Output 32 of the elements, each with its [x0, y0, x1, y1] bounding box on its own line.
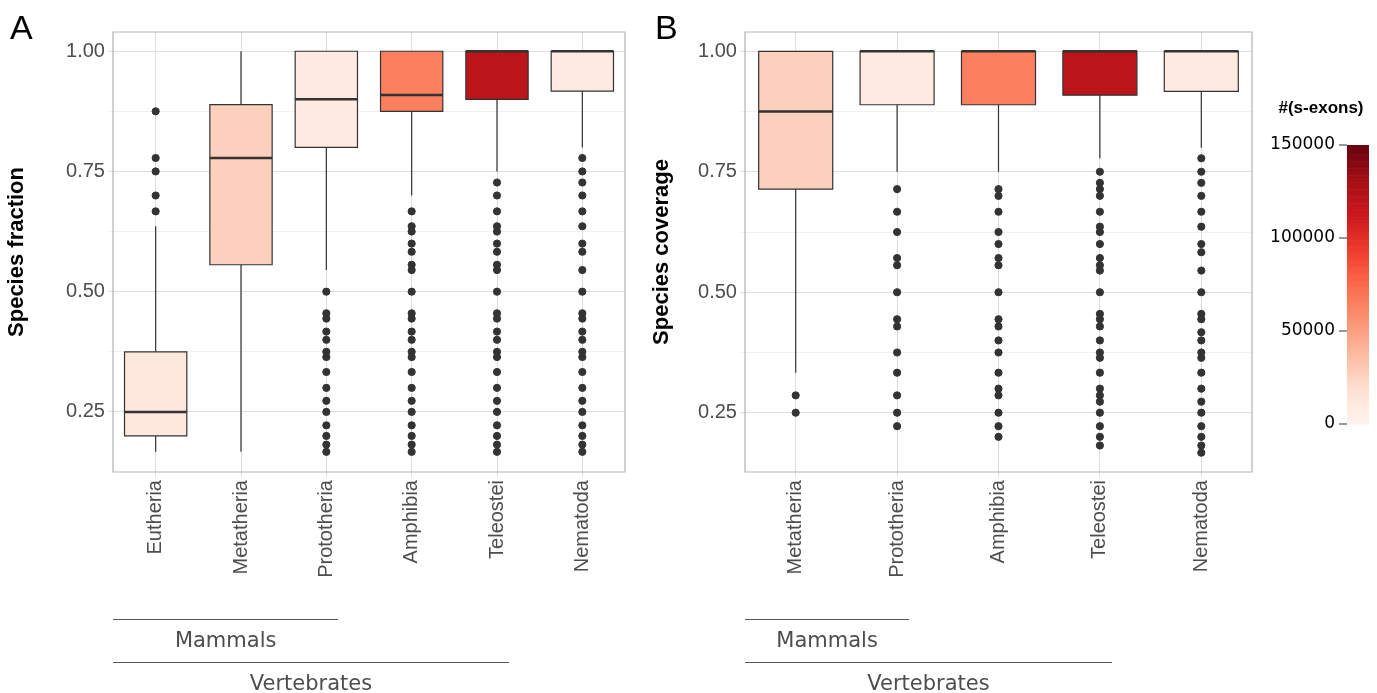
text: Vertebrates — [867, 671, 990, 693]
y-tick-label: 0.25 — [698, 400, 737, 423]
text: Vertebrates — [249, 671, 373, 693]
x-tick-label: Metatheria — [783, 479, 806, 575]
y-tick-label: 0.50 — [698, 279, 737, 302]
y-tick-label: 1.00 — [698, 38, 737, 61]
color-bar-title: #(s-exons) — [1278, 97, 1364, 117]
x-tick-label: Nematoda — [569, 479, 592, 573]
x-tick-label: Amphibia — [986, 479, 1009, 564]
color-bar-label: 50000 — [1280, 319, 1335, 340]
x-tick-label: Teleostei — [484, 480, 507, 559]
y-tick-label: 0.75 — [66, 158, 105, 181]
y-tick-label: 0.75 — [698, 159, 737, 182]
color-bar-label: 100000 — [1270, 226, 1335, 247]
text: Mammals — [776, 628, 878, 652]
y-tick-label: 0.25 — [66, 399, 105, 422]
x-tick-label: Metatheria — [228, 479, 251, 575]
color-bar-label: 0 — [1324, 412, 1335, 433]
text: Mammals — [174, 628, 277, 652]
chart-title: B — [655, 8, 678, 46]
x-tick-label: Prototheria — [884, 479, 907, 578]
y-tick-label: 1.00 — [66, 38, 105, 61]
chart-title: A — [10, 8, 33, 46]
x-tick-label: Prototheria — [313, 479, 336, 578]
y-axis-title: Species fraction — [3, 167, 29, 337]
y-tick-label: 0.50 — [66, 279, 105, 302]
x-tick-label: Amphibia — [399, 479, 422, 564]
x-tick-label: Nematoda — [1188, 479, 1211, 573]
x-tick-label: Eutheria — [143, 479, 166, 555]
y-axis-title: Species coverage — [648, 159, 674, 345]
x-tick-label: Teleostei — [1087, 480, 1110, 559]
color-bar-label: 150000 — [1270, 133, 1335, 154]
